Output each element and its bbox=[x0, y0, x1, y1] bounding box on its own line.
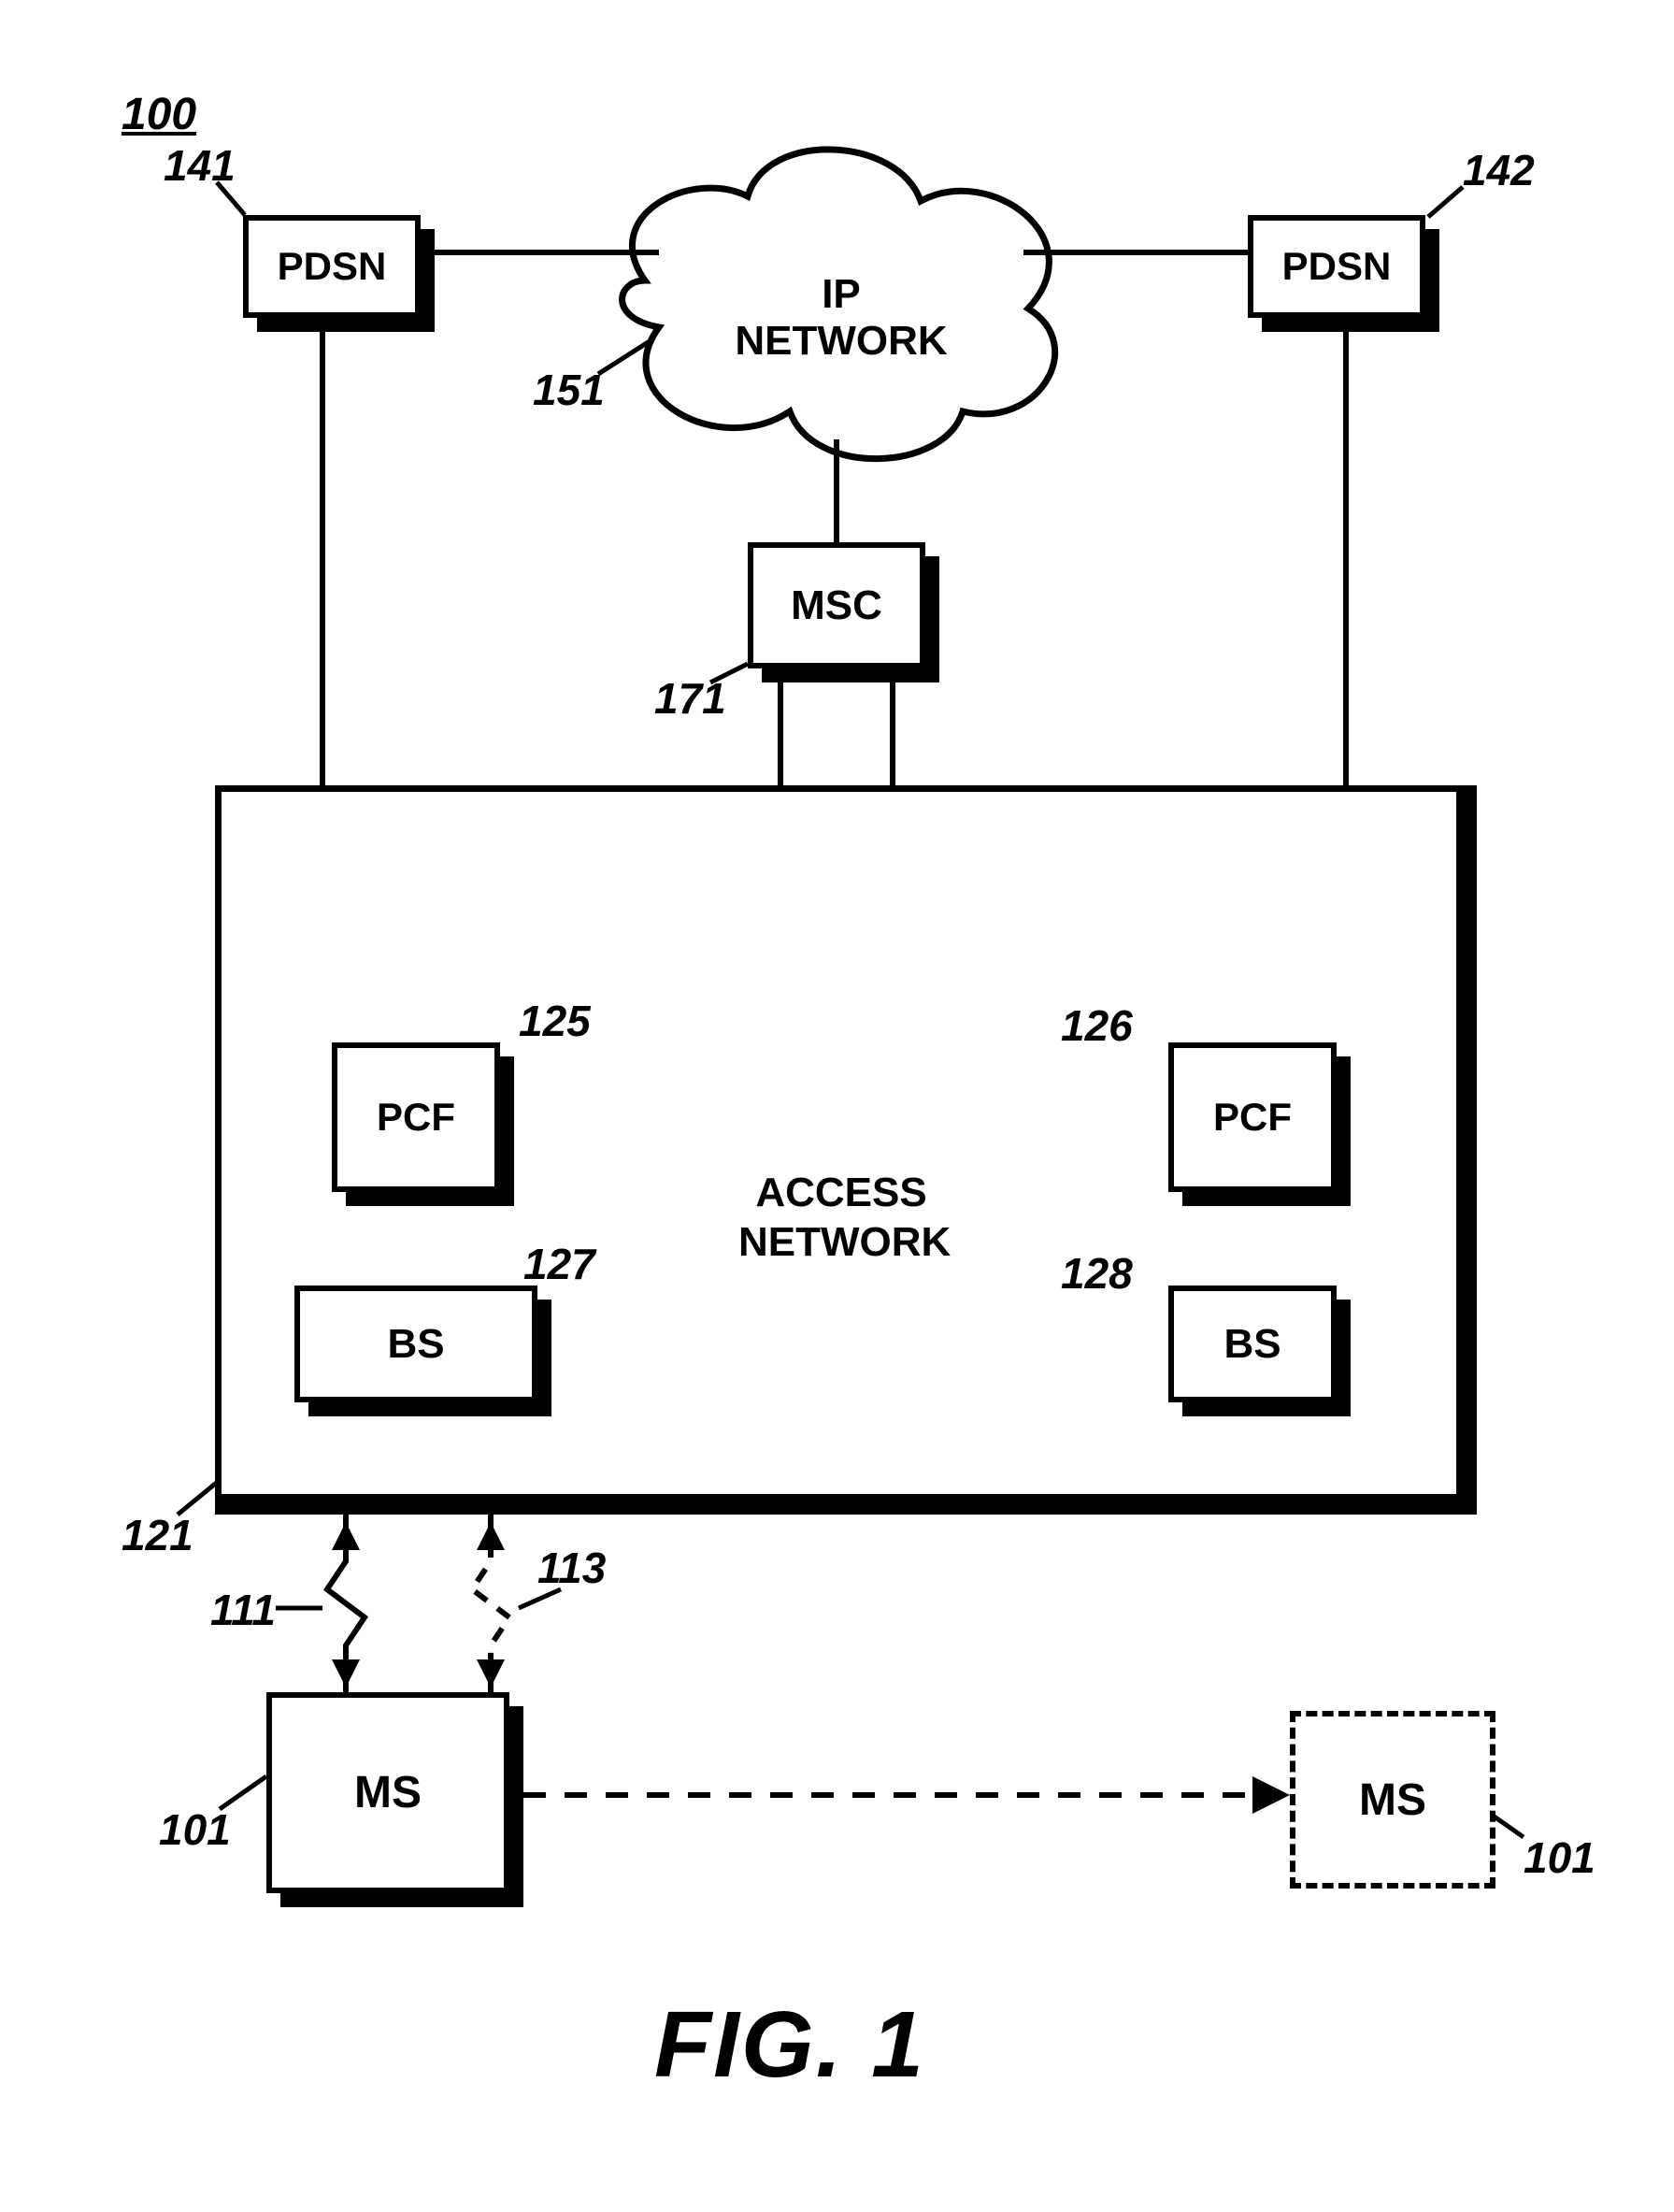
bs-right-ref: 128 bbox=[1061, 1248, 1133, 1299]
pdsn-left-label: PDSN bbox=[278, 244, 387, 289]
pdsn-right-box: PDSN bbox=[1248, 215, 1425, 318]
pcf-left-ref: 125 bbox=[519, 996, 591, 1046]
access-network-label: ACCESS NETWORK bbox=[738, 1169, 944, 1268]
pdsn-right-label: PDSN bbox=[1282, 244, 1392, 289]
ms-right-ref: 101 bbox=[1524, 1832, 1595, 1883]
pdsn-left-box: PDSN bbox=[243, 215, 421, 318]
cloud-ref: 151 bbox=[533, 365, 605, 415]
pdsn-right-ref: 142 bbox=[1463, 145, 1535, 195]
link-113-ref: 113 bbox=[537, 1543, 606, 1593]
bs-left-label: BS bbox=[387, 1321, 444, 1368]
pcf-right-ref: 126 bbox=[1061, 1000, 1133, 1051]
ms-right-label: MS bbox=[1359, 1774, 1426, 1826]
cloud-label: IP NETWORK bbox=[720, 271, 963, 365]
link-111-ref: 111 bbox=[210, 1585, 276, 1635]
ms-left-label: MS bbox=[354, 1767, 422, 1818]
msc-box: MSC bbox=[748, 542, 925, 668]
ms-left-box: MS bbox=[266, 1692, 509, 1893]
pcf-left-box: PCF bbox=[332, 1042, 500, 1192]
bs-left-ref: 127 bbox=[523, 1239, 595, 1289]
ms-left-ref: 101 bbox=[159, 1804, 231, 1855]
bs-right-label: BS bbox=[1223, 1321, 1281, 1368]
system-ref-label: 100 bbox=[122, 89, 196, 140]
access-network-ref: 121 bbox=[122, 1510, 193, 1560]
ms-right-box: MS bbox=[1290, 1711, 1495, 1889]
msc-ref: 171 bbox=[654, 673, 726, 724]
figure-title: FIG. 1 bbox=[654, 1991, 925, 2099]
bs-right-box: BS bbox=[1168, 1286, 1337, 1402]
pcf-right-box: PCF bbox=[1168, 1042, 1337, 1192]
msc-label: MSC bbox=[791, 582, 882, 629]
pcf-right-label: PCF bbox=[1213, 1095, 1292, 1140]
pcf-left-label: PCF bbox=[377, 1095, 455, 1140]
bs-left-box: BS bbox=[294, 1286, 537, 1402]
pdsn-left-ref: 141 bbox=[164, 140, 236, 191]
